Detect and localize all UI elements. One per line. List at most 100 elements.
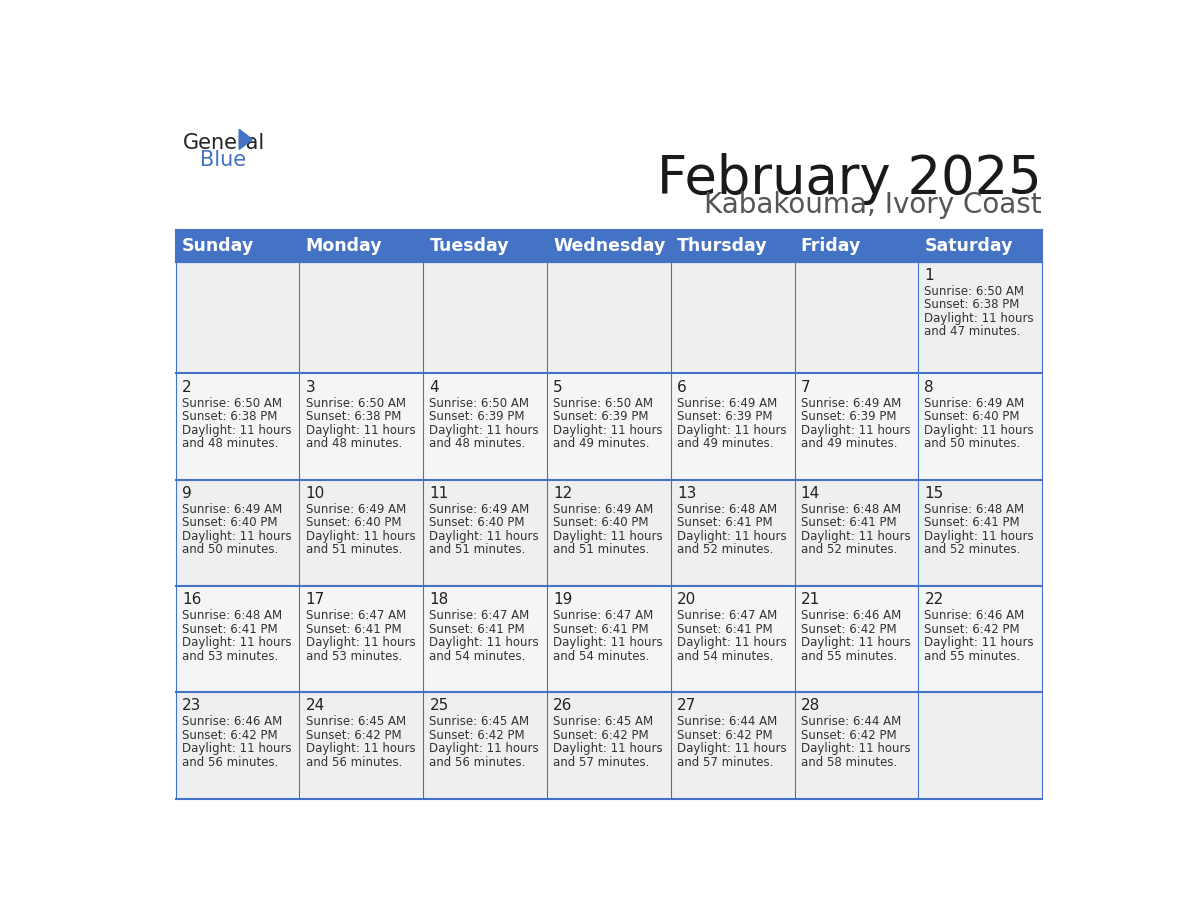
Text: Sunset: 6:39 PM: Sunset: 6:39 PM: [677, 410, 772, 423]
Text: Sunset: 6:41 PM: Sunset: 6:41 PM: [429, 622, 525, 635]
Text: and 48 minutes.: and 48 minutes.: [182, 437, 278, 450]
Text: and 52 minutes.: and 52 minutes.: [924, 543, 1020, 556]
Bar: [299, 692, 423, 799]
Text: Daylight: 11 hours: Daylight: 11 hours: [305, 636, 416, 649]
Bar: [918, 374, 1042, 480]
Text: and 56 minutes.: and 56 minutes.: [305, 756, 402, 768]
Bar: [546, 262, 671, 374]
Text: Sunrise: 6:44 AM: Sunrise: 6:44 AM: [801, 715, 901, 728]
Text: Sunrise: 6:47 AM: Sunrise: 6:47 AM: [305, 610, 406, 622]
Bar: [546, 586, 671, 692]
Text: 17: 17: [305, 592, 324, 607]
Text: Sunset: 6:38 PM: Sunset: 6:38 PM: [182, 410, 277, 423]
Text: and 58 minutes.: and 58 minutes.: [801, 756, 897, 768]
Bar: [795, 692, 918, 799]
Text: Daylight: 11 hours: Daylight: 11 hours: [801, 636, 910, 649]
Text: and 52 minutes.: and 52 minutes.: [801, 543, 897, 556]
Text: Daylight: 11 hours: Daylight: 11 hours: [429, 530, 539, 543]
Text: Sunrise: 6:49 AM: Sunrise: 6:49 AM: [182, 503, 282, 516]
Text: Daylight: 11 hours: Daylight: 11 hours: [305, 423, 416, 437]
Text: 12: 12: [554, 486, 573, 501]
Text: 14: 14: [801, 486, 820, 501]
Text: Sunset: 6:42 PM: Sunset: 6:42 PM: [924, 622, 1020, 635]
Text: Daylight: 11 hours: Daylight: 11 hours: [554, 636, 663, 649]
Text: Sunrise: 6:44 AM: Sunrise: 6:44 AM: [677, 715, 777, 728]
Text: Sunrise: 6:48 AM: Sunrise: 6:48 AM: [801, 503, 901, 516]
Text: Wednesday: Wednesday: [554, 237, 665, 254]
Bar: [176, 586, 299, 692]
Text: Sunset: 6:41 PM: Sunset: 6:41 PM: [801, 516, 896, 530]
Text: Blue: Blue: [201, 151, 247, 170]
Text: Sunset: 6:38 PM: Sunset: 6:38 PM: [305, 410, 402, 423]
Bar: [546, 480, 671, 586]
Bar: [423, 374, 546, 480]
Text: Daylight: 11 hours: Daylight: 11 hours: [924, 636, 1034, 649]
Text: 18: 18: [429, 592, 449, 607]
Text: Sunset: 6:41 PM: Sunset: 6:41 PM: [305, 622, 402, 635]
Text: 4: 4: [429, 380, 440, 395]
Text: Daylight: 11 hours: Daylight: 11 hours: [182, 530, 291, 543]
Bar: [546, 374, 671, 480]
Text: Sunrise: 6:49 AM: Sunrise: 6:49 AM: [554, 503, 653, 516]
Text: Sunset: 6:40 PM: Sunset: 6:40 PM: [182, 516, 277, 530]
Bar: [299, 480, 423, 586]
Text: 8: 8: [924, 380, 934, 395]
Text: Daylight: 11 hours: Daylight: 11 hours: [677, 743, 786, 756]
Text: 27: 27: [677, 699, 696, 713]
Bar: [671, 480, 795, 586]
Text: Thursday: Thursday: [677, 237, 767, 254]
Text: Tuesday: Tuesday: [429, 237, 508, 254]
Text: and 50 minutes.: and 50 minutes.: [182, 543, 278, 556]
Text: Sunset: 6:41 PM: Sunset: 6:41 PM: [924, 516, 1020, 530]
Text: 28: 28: [801, 699, 820, 713]
Bar: [918, 480, 1042, 586]
Text: Sunset: 6:40 PM: Sunset: 6:40 PM: [924, 410, 1020, 423]
Text: Sunrise: 6:50 AM: Sunrise: 6:50 AM: [305, 397, 405, 409]
Bar: [176, 480, 299, 586]
Text: 6: 6: [677, 380, 687, 395]
Text: 7: 7: [801, 380, 810, 395]
Text: Daylight: 11 hours: Daylight: 11 hours: [429, 423, 539, 437]
Text: 9: 9: [182, 486, 191, 501]
Text: and 55 minutes.: and 55 minutes.: [924, 650, 1020, 663]
Text: Daylight: 11 hours: Daylight: 11 hours: [801, 743, 910, 756]
Text: Sunset: 6:40 PM: Sunset: 6:40 PM: [554, 516, 649, 530]
Text: Sunset: 6:42 PM: Sunset: 6:42 PM: [801, 622, 896, 635]
Text: Sunrise: 6:49 AM: Sunrise: 6:49 AM: [924, 397, 1025, 409]
Text: and 48 minutes.: and 48 minutes.: [305, 437, 402, 450]
Text: and 48 minutes.: and 48 minutes.: [429, 437, 526, 450]
Text: Sunrise: 6:47 AM: Sunrise: 6:47 AM: [429, 610, 530, 622]
Text: Kabakouma, Ivory Coast: Kabakouma, Ivory Coast: [704, 191, 1042, 219]
Text: Monday: Monday: [305, 237, 383, 254]
Text: Sunset: 6:40 PM: Sunset: 6:40 PM: [305, 516, 402, 530]
Text: 22: 22: [924, 592, 943, 607]
Text: Sunrise: 6:49 AM: Sunrise: 6:49 AM: [677, 397, 777, 409]
Text: Daylight: 11 hours: Daylight: 11 hours: [305, 743, 416, 756]
Bar: [671, 692, 795, 799]
Text: Daylight: 11 hours: Daylight: 11 hours: [429, 636, 539, 649]
Text: Daylight: 11 hours: Daylight: 11 hours: [924, 312, 1034, 325]
Text: Sunrise: 6:48 AM: Sunrise: 6:48 AM: [677, 503, 777, 516]
Text: Daylight: 11 hours: Daylight: 11 hours: [924, 530, 1034, 543]
Text: and 54 minutes.: and 54 minutes.: [554, 650, 650, 663]
Text: Daylight: 11 hours: Daylight: 11 hours: [677, 530, 786, 543]
Bar: [795, 262, 918, 374]
Text: 2: 2: [182, 380, 191, 395]
Bar: [299, 374, 423, 480]
Text: Sunrise: 6:50 AM: Sunrise: 6:50 AM: [429, 397, 530, 409]
Bar: [795, 374, 918, 480]
Text: Sunrise: 6:47 AM: Sunrise: 6:47 AM: [677, 610, 777, 622]
Text: Sunset: 6:39 PM: Sunset: 6:39 PM: [429, 410, 525, 423]
Text: Sunset: 6:42 PM: Sunset: 6:42 PM: [182, 729, 278, 742]
Text: Sunday: Sunday: [182, 237, 254, 254]
Text: 20: 20: [677, 592, 696, 607]
Text: and 56 minutes.: and 56 minutes.: [182, 756, 278, 768]
Text: Sunrise: 6:50 AM: Sunrise: 6:50 AM: [924, 285, 1024, 298]
Text: Sunset: 6:42 PM: Sunset: 6:42 PM: [429, 729, 525, 742]
Text: Sunset: 6:41 PM: Sunset: 6:41 PM: [677, 622, 772, 635]
Text: Sunset: 6:42 PM: Sunset: 6:42 PM: [801, 729, 896, 742]
Text: Sunset: 6:42 PM: Sunset: 6:42 PM: [554, 729, 649, 742]
Text: Sunrise: 6:47 AM: Sunrise: 6:47 AM: [554, 610, 653, 622]
Bar: [423, 480, 546, 586]
Bar: [423, 586, 546, 692]
